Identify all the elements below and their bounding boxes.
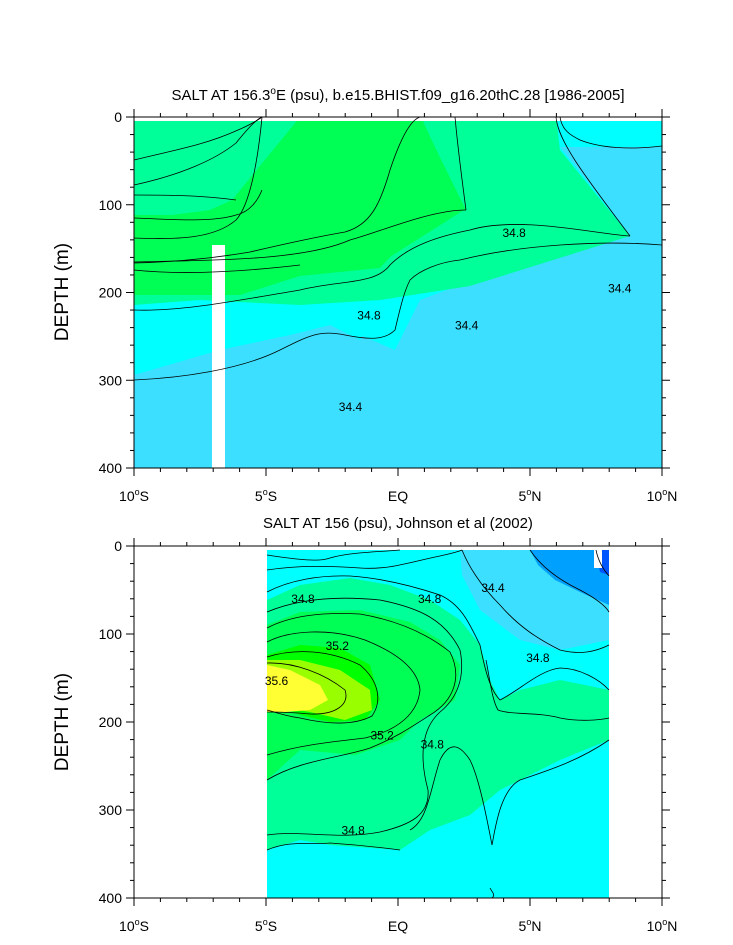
x-tick-label: EQ (388, 488, 408, 504)
contour-lines-observations (266, 549, 610, 898)
contour-label: 34.8 (421, 737, 445, 751)
x-tick-label: 5oS (255, 487, 277, 504)
contour-fill-model (134, 117, 662, 468)
x-tick-label: 10oS (119, 917, 149, 934)
y-tick-label: 200 (99, 714, 123, 730)
y-tick-labels-model: 0 100 200 300 400 (99, 109, 123, 476)
x-tick-label: 5oN (519, 917, 542, 934)
contour-labels-observations: 34.8 35.2 35.6 35.2 34.8 34.4 34.8 34.8 … (265, 581, 550, 838)
y-tick-label: 300 (99, 372, 123, 388)
y-tick-label: 100 (99, 626, 123, 642)
y-tick-label: 100 (99, 197, 123, 213)
contour-label: 35.2 (326, 639, 350, 653)
x-tick-labels-observations: 10oS 5oS EQ 5oN 10oN (119, 917, 677, 934)
y-tick-label: 300 (99, 802, 123, 818)
panel-observations: 34.8 35.2 35.6 35.2 34.8 34.4 34.8 34.8 … (52, 515, 677, 934)
contour-label: 34.8 (291, 592, 315, 606)
contour-label: 34.4 (481, 581, 505, 595)
contour-label: 34.8 (341, 824, 365, 838)
y-axis-title-observations: DEPTH (m) (52, 673, 73, 771)
contour-label: 34.4 (455, 318, 479, 332)
ticks-observations (126, 538, 670, 906)
chart-title-observations: SALT AT 156 (psu), Johnson et al (2002) (263, 515, 533, 532)
x-tick-label: 5oN (519, 487, 542, 504)
x-tick-label: 10oN (647, 487, 678, 504)
y-tick-label: 400 (99, 890, 123, 906)
y-tick-labels-observations: 0 100 200 300 400 (99, 538, 123, 906)
contour-label: 34.4 (339, 400, 363, 414)
panel-model: 34.8 34.4 34.8 34.4 34.4 SALT AT 156.3oE… (52, 86, 677, 504)
x-tick-label: 10oN (647, 917, 678, 934)
contour-label: 35.6 (265, 674, 289, 688)
y-tick-label: 400 (99, 460, 123, 476)
y-tick-label: 200 (99, 285, 123, 301)
contour-label: 34.8 (357, 309, 381, 323)
ticks-model (126, 109, 670, 476)
y-axis-title-model: DEPTH (m) (52, 243, 73, 341)
chart-title-model: SALT AT 156.3oE (psu), b.e15.BHIST.f09_g… (171, 86, 624, 104)
x-tick-label: 5oS (255, 917, 277, 934)
contour-label: 35.2 (370, 729, 394, 743)
contour-label: 34.4 (608, 282, 632, 296)
contour-lines-model (134, 117, 662, 381)
y-tick-label: 0 (114, 109, 122, 125)
contour-label: 34.8 (502, 226, 526, 240)
y-tick-label: 0 (114, 538, 122, 554)
x-tick-label: EQ (388, 918, 408, 934)
contour-label: 34.8 (418, 592, 442, 606)
x-tick-labels-model: 10oS 5oS EQ 5oN 10oN (119, 487, 677, 504)
x-tick-label: 10oS (119, 487, 149, 504)
contour-label: 34.8 (526, 651, 550, 665)
contour-labels-model: 34.8 34.4 34.8 34.4 34.4 (339, 226, 632, 414)
